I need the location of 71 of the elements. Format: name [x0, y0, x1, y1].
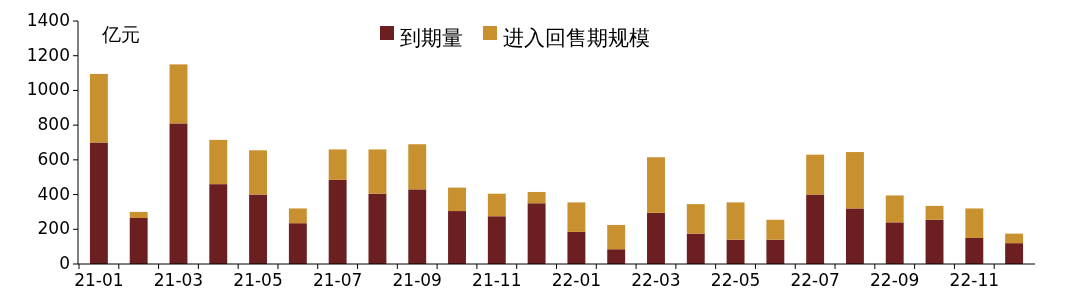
bar — [527, 191, 546, 204]
y-tick-label: 800 — [37, 114, 70, 135]
bar — [567, 202, 586, 232]
bar — [169, 123, 188, 264]
bar — [408, 144, 427, 190]
x-tick-label: 21-09 — [392, 270, 442, 290]
x-tick-label: 21-05 — [233, 270, 283, 290]
bar — [925, 219, 944, 264]
y-tick-label: 400 — [37, 183, 70, 204]
bar — [249, 194, 268, 264]
y-tick-label: 0 — [59, 253, 70, 273]
bar — [328, 179, 347, 264]
bar — [607, 224, 626, 250]
bar — [1005, 243, 1024, 264]
legend-label: 进入回售期规模 — [503, 26, 650, 50]
x-tick-label: 21-11 — [472, 270, 522, 290]
bar — [607, 249, 626, 264]
bar — [169, 64, 188, 124]
bar — [487, 216, 506, 264]
bar — [209, 139, 228, 185]
x-tick-label: 22-07 — [790, 270, 840, 290]
bar — [368, 193, 387, 264]
bar — [885, 195, 904, 223]
bar — [567, 231, 586, 264]
y-axis-title: 亿元 — [101, 22, 140, 45]
bar — [686, 233, 705, 264]
bar — [448, 211, 466, 264]
bar — [845, 152, 864, 209]
bar — [686, 204, 705, 234]
x-tick-label: 21-01 — [74, 270, 124, 290]
bar — [129, 218, 148, 264]
bar — [806, 194, 825, 264]
bar — [845, 208, 864, 264]
bar — [1005, 233, 1024, 244]
bar — [925, 205, 944, 220]
bar — [408, 189, 427, 264]
y-tick-label: 200 — [37, 218, 70, 239]
bar — [766, 239, 785, 264]
bar — [965, 208, 984, 238]
bar — [647, 157, 665, 213]
bar — [328, 149, 347, 180]
bar — [288, 223, 307, 264]
bar — [647, 212, 665, 264]
bar — [209, 184, 228, 264]
bar — [806, 154, 825, 195]
x-tick-label: 22-01 — [551, 270, 602, 290]
y-tick-label: 1200 — [26, 44, 70, 65]
bar — [288, 208, 307, 224]
x-tick-label: 22-05 — [710, 270, 761, 290]
bar — [527, 203, 546, 264]
bar — [965, 237, 984, 264]
legend-label: 到期量 — [400, 26, 463, 50]
bar — [726, 202, 745, 240]
bar — [885, 222, 904, 264]
bar — [89, 73, 108, 143]
y-tick-label: 1400 — [26, 10, 70, 30]
bar — [129, 211, 148, 218]
bar — [89, 142, 108, 264]
x-tick-label: 22-03 — [631, 270, 681, 290]
bar — [249, 150, 268, 195]
y-tick-label: 1000 — [26, 79, 70, 100]
bar — [368, 149, 387, 194]
bar — [448, 187, 466, 212]
x-tick-label: 21-07 — [312, 270, 363, 290]
bar — [487, 193, 506, 217]
x-tick-label: 22-11 — [949, 270, 1000, 290]
bar — [766, 219, 785, 240]
x-tick-label: 22-09 — [870, 270, 920, 290]
x-tick-label: 21-03 — [153, 270, 204, 290]
bar — [726, 239, 745, 264]
y-tick-label: 600 — [37, 148, 70, 169]
